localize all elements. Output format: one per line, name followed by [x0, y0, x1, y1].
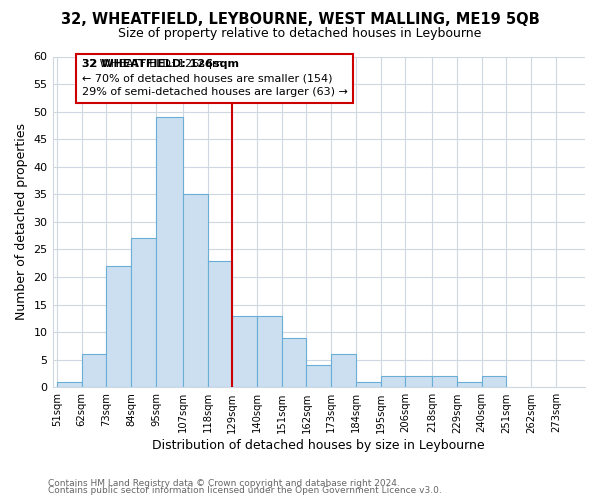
Bar: [82, 354, 106, 388]
Bar: [131, 238, 156, 388]
Bar: [405, 376, 432, 388]
X-axis label: Distribution of detached houses by size in Leybourne: Distribution of detached houses by size …: [152, 440, 485, 452]
Bar: [106, 266, 131, 388]
Bar: [257, 316, 282, 388]
Bar: [331, 354, 356, 388]
Bar: [482, 376, 506, 388]
Bar: [57, 382, 82, 388]
Bar: [432, 376, 457, 388]
Bar: [183, 194, 208, 388]
Text: 32 WHEATFIELD: 126sqm: 32 WHEATFIELD: 126sqm: [82, 60, 239, 70]
Y-axis label: Number of detached properties: Number of detached properties: [15, 124, 28, 320]
Bar: [457, 382, 482, 388]
Bar: [208, 260, 232, 388]
Text: Size of property relative to detached houses in Leybourne: Size of property relative to detached ho…: [118, 28, 482, 40]
Bar: [380, 376, 405, 388]
Bar: [232, 316, 257, 388]
Bar: [356, 382, 380, 388]
Text: Contains public sector information licensed under the Open Government Licence v3: Contains public sector information licen…: [48, 486, 442, 495]
Bar: [282, 338, 307, 388]
Text: Contains HM Land Registry data © Crown copyright and database right 2024.: Contains HM Land Registry data © Crown c…: [48, 478, 400, 488]
Bar: [307, 366, 331, 388]
Text: 32 WHEATFIELD: 126sqm
← 70% of detached houses are smaller (154)
29% of semi-det: 32 WHEATFIELD: 126sqm ← 70% of detached …: [82, 60, 347, 98]
Bar: [156, 117, 183, 388]
Text: 32, WHEATFIELD, LEYBOURNE, WEST MALLING, ME19 5QB: 32, WHEATFIELD, LEYBOURNE, WEST MALLING,…: [61, 12, 539, 28]
